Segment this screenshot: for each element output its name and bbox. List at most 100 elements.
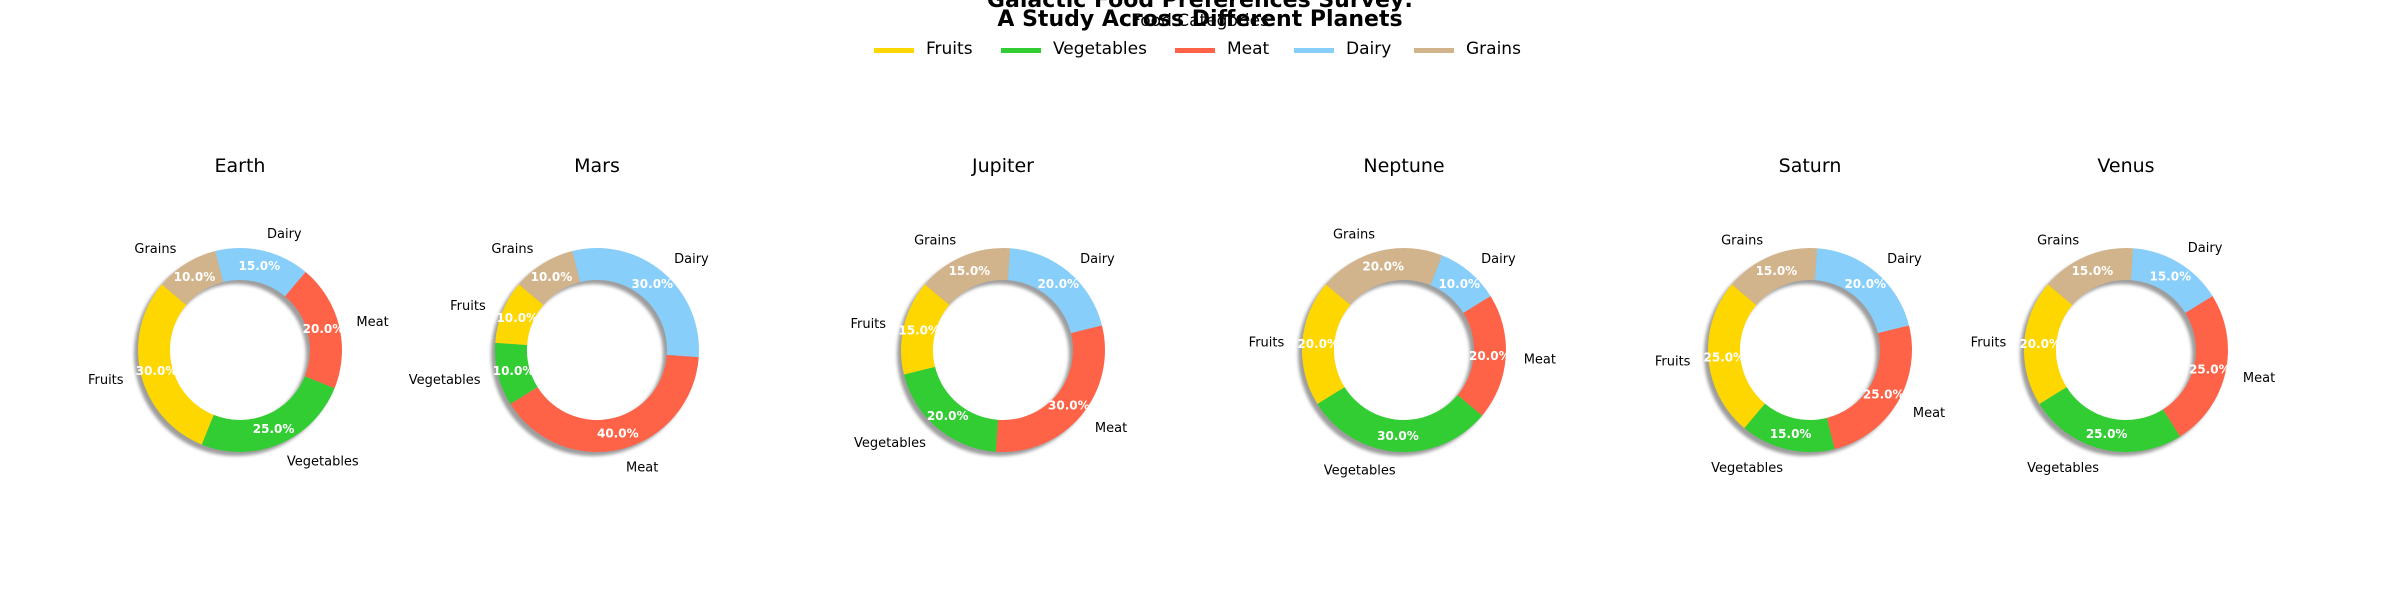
slice-percent-label: 25.0% (2086, 427, 2128, 441)
donut-slice-grains (924, 248, 1011, 306)
legend-swatch (874, 48, 914, 53)
legend-swatch (1294, 48, 1334, 53)
donut-earth: Earth 30.0% Fruits 25.0% Vegetables 20.0% Meat… (88, 155, 389, 469)
slice-category-label: Grains (1333, 228, 1375, 243)
donut-jupiter: Jupiter15.0%Fruits20.0%Vegetables30.0%Me… (850, 155, 1127, 456)
donut-slice-grains (518, 251, 581, 306)
chart-title-line-1: Galactic Food Preferences Survey: (986, 0, 1414, 13)
legend-title: Food Categories (1131, 11, 1269, 31)
slice-percent-label: 25.0% (1704, 350, 1746, 364)
slice-percent-label: 25.0% (253, 422, 295, 436)
legend-label: Fruits (926, 39, 973, 59)
slice-percent-label: 20.0% (2019, 337, 2061, 351)
donut-slice-vegetables (1744, 403, 1835, 452)
slice-category-label: Vegetables (1711, 461, 1783, 476)
slice-category-label: Dairy (1080, 252, 1115, 267)
slice-category-label: Grains (1721, 234, 1763, 249)
slice-category-label: Dairy (1887, 252, 1922, 267)
slice-percent-label: 25.0% (2189, 362, 2231, 376)
donut-title: Mars (574, 155, 620, 177)
slice-category-label: Meat (1095, 421, 1127, 436)
slice-category-label: Meat (1913, 406, 1945, 421)
donut-slice-fruits (901, 284, 950, 375)
slice-percent-label: 20.0% (1037, 277, 1079, 291)
donut-slice-dairy (1007, 248, 1102, 334)
donut-slice-grains (1731, 248, 1818, 306)
slice-percent-label: 15.0% (2072, 264, 2114, 278)
donut-title: Earth (215, 155, 266, 177)
slice-percent-label: 30.0% (136, 364, 178, 378)
slice-percent-label: 20.0% (1362, 260, 1404, 274)
legend-label: Meat (1227, 39, 1270, 59)
donut-slice-dairy (1430, 255, 1491, 313)
donut-neptune: Neptune 20.0% Fruits 30.0% Vegetables 20.0% Me… (1249, 155, 1556, 479)
donut-slice-vegetables (2039, 387, 2181, 452)
legend-swatch (1175, 48, 1215, 53)
donut-slice-meat (2163, 295, 2228, 437)
donut-slice-dairy (572, 248, 699, 358)
slice-percent-label: 20.0% (303, 322, 345, 336)
donut-title: Venus (2097, 155, 2154, 177)
slice-percent-label: 15.0% (898, 324, 940, 338)
slice-percent-label: 15.0% (2149, 269, 2191, 283)
donut-slice-grains (1325, 248, 1443, 306)
slice-category-label: Fruits (450, 299, 486, 314)
slice-category-label: Vegetables (1324, 464, 1396, 479)
donut-title: Neptune (1363, 155, 1444, 177)
donut-slice-meat (1826, 325, 1912, 449)
donut-title: Saturn (1779, 155, 1842, 177)
slice-category-label: Vegetables (2027, 461, 2099, 476)
slice-category-label: Meat (2243, 371, 2275, 386)
legend-swatch (1001, 48, 1041, 53)
donut-slice-grains (2047, 248, 2134, 306)
slice-category-label: Meat (626, 460, 658, 475)
legend-label: Vegetables (1053, 39, 1147, 59)
donut-mars: Mars 10.0% Fruits 10.0% Vegetables 40.0% Meat 3… (409, 155, 709, 475)
slice-percent-label: 10.0% (1438, 277, 1480, 291)
donut-slice-dairy (2130, 248, 2213, 313)
slice-category-label: Grains (134, 242, 176, 257)
slice-category-label: Vegetables (409, 373, 481, 388)
donut-slice-fruits (1708, 284, 1766, 429)
slice-percent-label: 10.0% (531, 270, 573, 284)
slice-category-label: Grains (491, 242, 533, 257)
slice-category-label: Vegetables (854, 436, 926, 451)
slice-percent-label: 30.0% (631, 277, 673, 291)
donut-slice-fruits (1302, 284, 1351, 405)
slice-percent-label: 10.0% (496, 311, 538, 325)
slice-percent-label: 15.0% (949, 264, 991, 278)
slice-percent-label: 40.0% (597, 426, 639, 440)
donut-title: Jupiter (971, 155, 1034, 177)
donut-slice-vegetables (494, 342, 538, 405)
legend-swatch (1414, 48, 1454, 53)
slice-percent-label: 15.0% (1770, 427, 1812, 441)
slice-percent-label: 25.0% (1863, 387, 1905, 401)
slice-category-label: Meat (1524, 352, 1556, 367)
donut-slice-grains (161, 251, 224, 306)
slice-percent-label: 20.0% (1844, 277, 1886, 291)
slice-percent-label: 15.0% (239, 259, 281, 273)
slice-category-label: Vegetables (287, 454, 359, 469)
slice-percent-label: 15.0% (1756, 264, 1798, 278)
donut-slice-vegetables (1317, 387, 1483, 452)
slice-percent-label: 20.0% (927, 409, 969, 423)
slice-category-label: Meat (356, 315, 388, 330)
donut-venus: Venus 20.0% Fruits 25.0% Vegetables 25.0% Meat… (1971, 155, 2276, 476)
slice-category-label: Grains (914, 234, 956, 249)
slice-percent-label: 10.0% (493, 364, 535, 378)
donut-slice-dairy (1814, 248, 1909, 334)
donut-slice-meat (1457, 295, 1507, 416)
slice-percent-label: 10.0% (174, 270, 216, 284)
donut-slice-meat (995, 325, 1105, 452)
slice-category-label: Grains (2037, 234, 2079, 249)
donut-slice-dairy (215, 248, 306, 297)
donut-slice-fruits (2024, 284, 2073, 405)
donut-slice-fruits (137, 284, 214, 445)
slice-category-label: Fruits (1249, 336, 1285, 351)
legend-label: Grains (1466, 39, 1521, 59)
slice-category-label: Dairy (2188, 241, 2223, 256)
slice-percent-label: 20.0% (1469, 349, 1511, 363)
donut-slice-vegetables (904, 366, 999, 452)
